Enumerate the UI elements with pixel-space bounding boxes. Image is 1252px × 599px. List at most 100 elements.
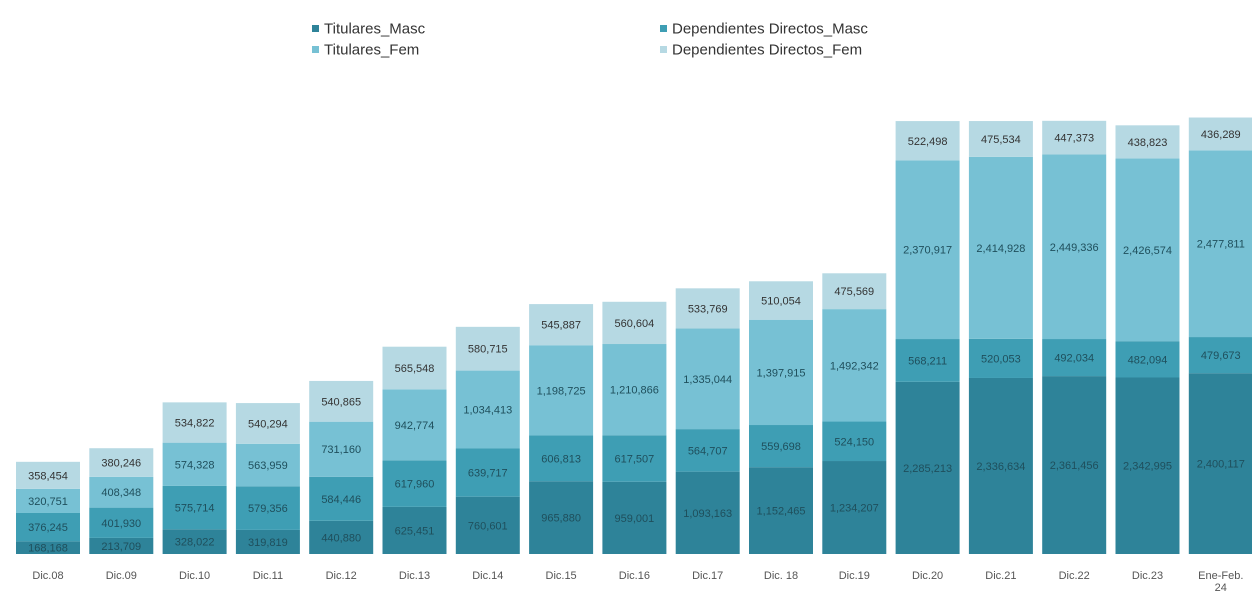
bar-segment xyxy=(529,435,594,482)
data-label: 540,294 xyxy=(248,418,288,430)
data-label: 545,887 xyxy=(541,320,581,332)
bar-segment xyxy=(309,476,374,521)
x-tick-label: Dic. 18 xyxy=(764,570,798,582)
bar-segment xyxy=(968,338,1033,378)
x-tick-label: Dic.17 xyxy=(692,570,723,582)
bar-segment xyxy=(822,421,887,462)
data-label: 560,604 xyxy=(615,318,655,330)
data-label: 540,865 xyxy=(321,396,361,408)
bar-segment xyxy=(1188,373,1252,554)
x-tick-label-line: Dic.15 xyxy=(546,570,577,582)
legend-item-titulares-masc: Titulares_Masc xyxy=(312,20,425,38)
data-label: 1,034,413 xyxy=(463,405,512,417)
bar-segment xyxy=(1115,125,1180,159)
data-label: 2,361,456 xyxy=(1050,460,1099,472)
data-label: 328,022 xyxy=(175,537,215,549)
data-label: 2,400,117 xyxy=(1197,459,1245,471)
bar-segment xyxy=(382,460,447,507)
bar-segment xyxy=(89,507,154,538)
bar-segment xyxy=(1188,337,1252,374)
x-tick-label: Dic.12 xyxy=(326,570,357,582)
bar-segment xyxy=(455,326,520,371)
data-label: 522,498 xyxy=(908,136,948,148)
data-label: 380,246 xyxy=(101,458,141,470)
bar-segment xyxy=(749,319,813,426)
bar-segment xyxy=(16,541,80,554)
bar-segment xyxy=(895,339,960,382)
bar-segment xyxy=(455,370,520,449)
x-tick-label-line: Dic.20 xyxy=(912,570,943,582)
data-label: 617,507 xyxy=(615,453,655,465)
bar-segment xyxy=(1188,117,1252,151)
data-label: 942,774 xyxy=(395,420,435,432)
x-tick-label-line: Dic.21 xyxy=(985,570,1016,582)
data-label: 436,289 xyxy=(1201,129,1241,141)
data-label: 1,198,725 xyxy=(537,385,586,397)
legend-label-dependientes-masc: Dependientes Directos_Masc xyxy=(672,20,868,38)
bar-segment xyxy=(16,488,80,513)
bar-segment xyxy=(309,520,374,554)
bar-segment xyxy=(1042,339,1107,377)
bar-segment xyxy=(529,345,594,436)
bar-segment xyxy=(602,481,667,554)
bar-segment xyxy=(235,403,300,444)
bar-segment xyxy=(749,281,813,320)
data-label: 440,880 xyxy=(321,532,361,544)
x-tick-label: Ene-Feb. 24 xyxy=(1198,570,1243,594)
data-label: 482,094 xyxy=(1128,354,1168,366)
bar-segment xyxy=(529,304,594,346)
data-label: 2,477,811 xyxy=(1197,239,1245,251)
bar-segment xyxy=(1042,120,1107,155)
bar-segment xyxy=(382,389,447,461)
bar-segment xyxy=(162,442,227,486)
data-label: 475,569 xyxy=(834,286,874,298)
x-tick-label: Dic.23 xyxy=(1132,570,1163,582)
bar-segment xyxy=(675,288,740,329)
data-label: 617,960 xyxy=(395,479,435,491)
data-label: 408,348 xyxy=(101,487,141,499)
data-label: 2,285,213 xyxy=(903,463,952,475)
bar-segment xyxy=(455,448,520,497)
bar-segment xyxy=(968,377,1033,554)
data-label: 1,492,342 xyxy=(830,360,879,372)
data-label: 606,813 xyxy=(541,453,581,465)
x-tick-label: Dic.09 xyxy=(106,570,137,582)
data-label: 559,698 xyxy=(761,441,801,453)
bar-segment xyxy=(749,425,813,468)
x-tick-label-line: Dic.17 xyxy=(692,570,723,582)
bar-segment xyxy=(968,156,1033,339)
data-label: 1,210,866 xyxy=(610,385,659,397)
data-label: 580,715 xyxy=(468,344,508,356)
data-label: 568,211 xyxy=(908,355,947,367)
x-tick-label-line: Dic.16 xyxy=(619,570,650,582)
bar-segment xyxy=(16,512,80,542)
data-label: 1,335,044 xyxy=(683,374,732,386)
x-tick-label-line: Dic.08 xyxy=(32,570,63,582)
x-tick-label-line: Dic.22 xyxy=(1059,570,1090,582)
data-label: 438,823 xyxy=(1128,137,1168,149)
data-label: 520,053 xyxy=(981,353,1021,365)
bar-segment xyxy=(895,160,960,340)
bar-segment xyxy=(382,506,447,554)
legend-swatch-dependientes-fem xyxy=(660,45,667,53)
data-label: 760,601 xyxy=(468,520,508,532)
bar-segment xyxy=(822,309,887,422)
x-tick-label: Dic.10 xyxy=(179,570,210,582)
data-label: 625,451 xyxy=(395,525,435,537)
data-label: 376,245 xyxy=(28,522,68,534)
bar-segment xyxy=(675,471,740,554)
data-label: 574,328 xyxy=(175,459,215,471)
data-label: 447,373 xyxy=(1054,133,1094,145)
bar-segment xyxy=(1042,154,1107,340)
x-tick-label: Dic.15 xyxy=(546,570,577,582)
x-tick-label: Dic.19 xyxy=(839,570,870,582)
data-label: 319,819 xyxy=(248,537,288,549)
legend-item-dependientes-fem: Dependientes Directos_Fem xyxy=(660,41,862,59)
data-label: 639,717 xyxy=(468,468,508,480)
bar-segment xyxy=(1115,341,1180,378)
bar-segment xyxy=(16,461,80,489)
bar-segment xyxy=(895,381,960,554)
data-label: 565,548 xyxy=(395,363,435,375)
x-tick-label: Dic.14 xyxy=(472,570,503,582)
bar-segment xyxy=(309,380,374,422)
